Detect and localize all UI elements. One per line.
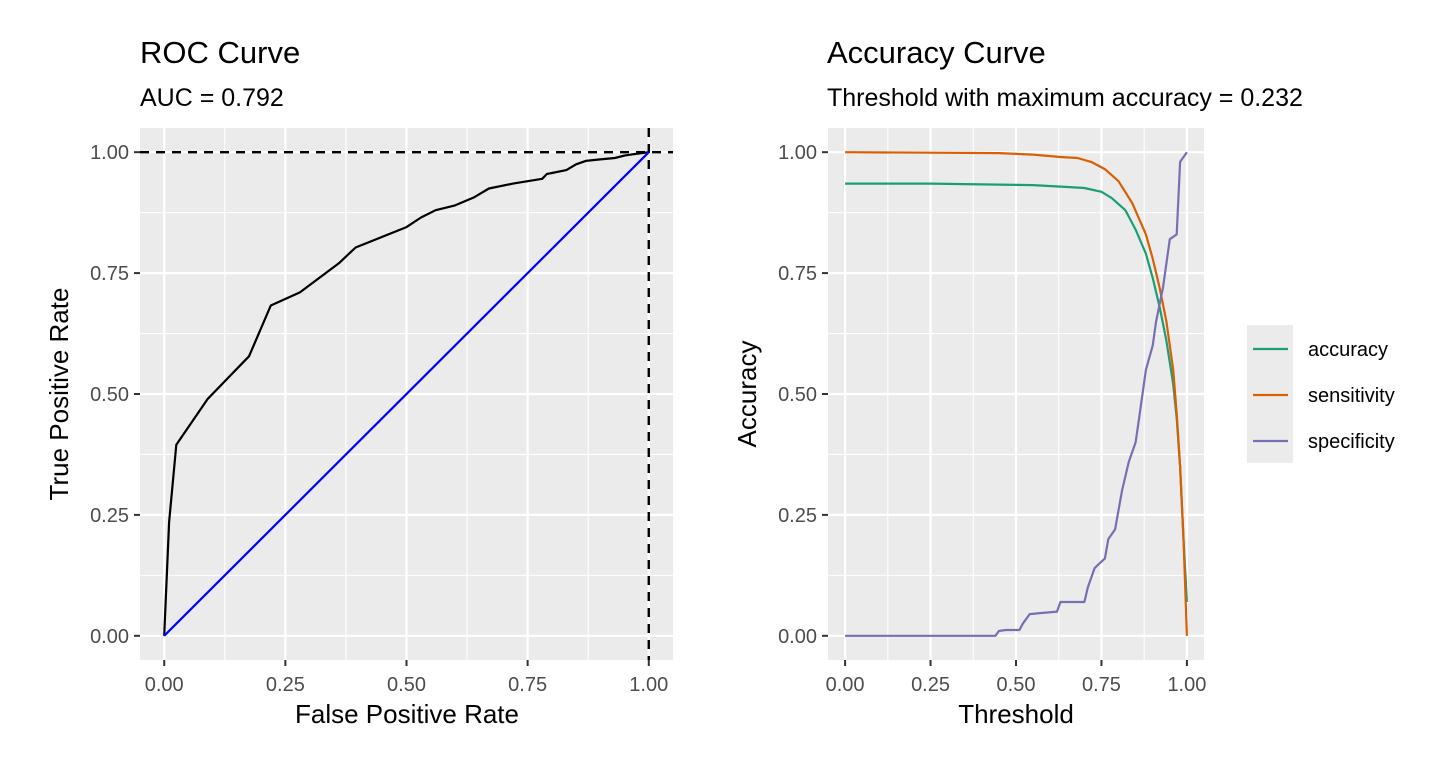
roc-y-axis-title: True Positive Rate [44, 288, 74, 501]
roc-x-tick-label: 0.00 [145, 674, 184, 696]
legend-label-sensitivity: sensitivity [1308, 385, 1395, 407]
accuracy-y-tick-label: 1.00 [778, 142, 817, 164]
roc-y-tick-label: 0.50 [90, 384, 129, 406]
roc-x-tick-label: 1.00 [629, 674, 668, 696]
roc-panel: 0.00 0.00 0.25 0.25 0.50 0.50 0.75 0.75 1.00 1.00 [90, 128, 673, 696]
accuracy-subtitle: Threshold with maximum accuracy = 0.232 [827, 84, 1303, 112]
legend: accuracy sensitivity specificity [1247, 325, 1395, 463]
accuracy-x-tick-label: 0.25 [911, 674, 950, 696]
accuracy-series-sensitivity [845, 151, 1188, 636]
legend-label-accuracy: accuracy [1308, 339, 1388, 361]
roc-series-0 [163, 151, 649, 636]
roc-x-tick-label: 0.25 [266, 674, 305, 696]
accuracy-x-tick-label: 1.00 [1167, 674, 1206, 696]
accuracy-y-tick-label: 0.00 [778, 626, 817, 648]
accuracy-y-axis-title: Accuracy [732, 341, 762, 448]
roc-y-tick-label: 0.25 [90, 505, 129, 527]
accuracy-x-tick-label: 0.00 [826, 674, 865, 696]
roc-y-tick-label: 1.00 [90, 142, 129, 164]
roc-x-axis-title: False Positive Rate [295, 699, 519, 729]
accuracy-title: Accuracy Curve [827, 35, 1046, 70]
roc-subtitle: AUC = 0.792 [140, 84, 284, 112]
roc-x-tick-label: 0.50 [387, 674, 426, 696]
roc-x-tick-label: 0.75 [508, 674, 547, 696]
accuracy-x-axis-title: Threshold [958, 699, 1074, 729]
accuracy-y-tick-label: 0.50 [778, 384, 817, 406]
legend-label-specificity: specificity [1308, 431, 1395, 453]
accuracy-x-tick-label: 0.75 [1082, 674, 1121, 696]
accuracy-series-specificity [845, 151, 1188, 637]
roc-series-1 [163, 151, 650, 637]
accuracy-y-tick-label: 0.25 [778, 505, 817, 527]
roc-y-tick-label: 0.00 [90, 626, 129, 648]
roc-y-tick-label: 0.75 [90, 263, 129, 285]
accuracy-x-tick-label: 0.50 [997, 674, 1036, 696]
accuracy-y-tick-label: 0.75 [778, 263, 817, 285]
accuracy-panel: 0.00 0.00 0.25 0.25 0.50 0.50 0.75 0.75 1.00 1.00 [778, 128, 1206, 696]
roc-title: ROC Curve [140, 35, 300, 70]
